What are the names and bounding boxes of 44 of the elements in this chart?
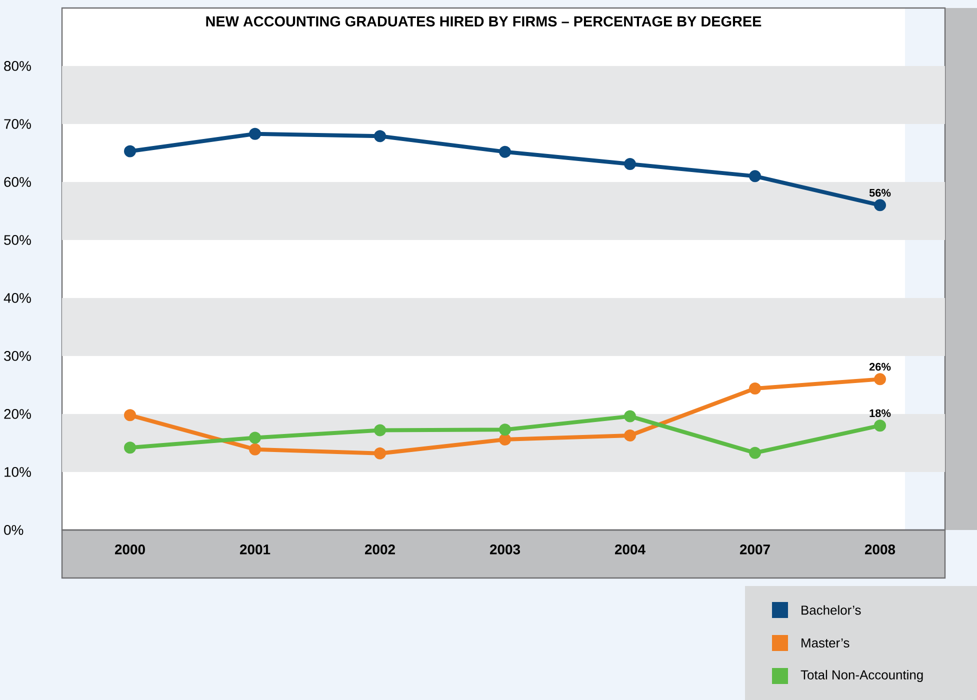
point: [124, 442, 136, 454]
data-label: 26%: [869, 362, 891, 371]
point: [374, 130, 386, 142]
point: [374, 447, 386, 460]
x-tick-label: 2004: [614, 544, 646, 554]
x-tick-label: 2008: [864, 544, 896, 554]
point: [124, 409, 136, 422]
point: [874, 373, 886, 386]
point: [249, 128, 262, 140]
point: [249, 443, 262, 456]
point: [624, 158, 636, 170]
point: [124, 145, 136, 158]
point: [624, 429, 636, 442]
y-tick-label: 20%: [4, 409, 31, 419]
y-tick-label: 40%: [4, 293, 31, 303]
point: [499, 434, 512, 446]
point: [874, 420, 886, 432]
point: [749, 382, 762, 394]
y-tick-label: 10%: [4, 467, 31, 477]
x-tick-label: 2003: [490, 544, 520, 554]
y-tick-label: 60%: [4, 177, 31, 187]
x-tick-label: 2007: [740, 544, 770, 554]
y-tick-label: 80%: [4, 61, 31, 71]
point: [874, 199, 886, 212]
point: [499, 146, 512, 158]
data-label: 56%: [869, 188, 891, 197]
point: [374, 424, 386, 436]
y-tick-label: 70%: [4, 119, 31, 129]
legend-label: Total Non-Accounting: [800, 670, 923, 682]
x-tick-label: 2000: [114, 544, 145, 554]
data-label: 18%: [870, 409, 891, 418]
legend-label: Master’s: [802, 638, 850, 648]
y-tick-label: 50%: [4, 235, 31, 245]
point: [624, 410, 636, 422]
chart-title: NEW ACCOUNTING GRADUATES HIRED BY FIRMS – PERCENTAGE BY DEGREE: [206, 16, 762, 26]
y-tick-label: 0%: [4, 525, 24, 535]
legend-label: Bachelor’s: [802, 605, 861, 615]
point: [749, 446, 762, 459]
point: [499, 424, 512, 436]
x-tick-label: 2002: [364, 544, 395, 554]
x-tick-label: 2001: [240, 544, 270, 554]
y-tick-label: 30%: [4, 351, 31, 361]
point: [249, 432, 262, 444]
point: [749, 170, 762, 182]
